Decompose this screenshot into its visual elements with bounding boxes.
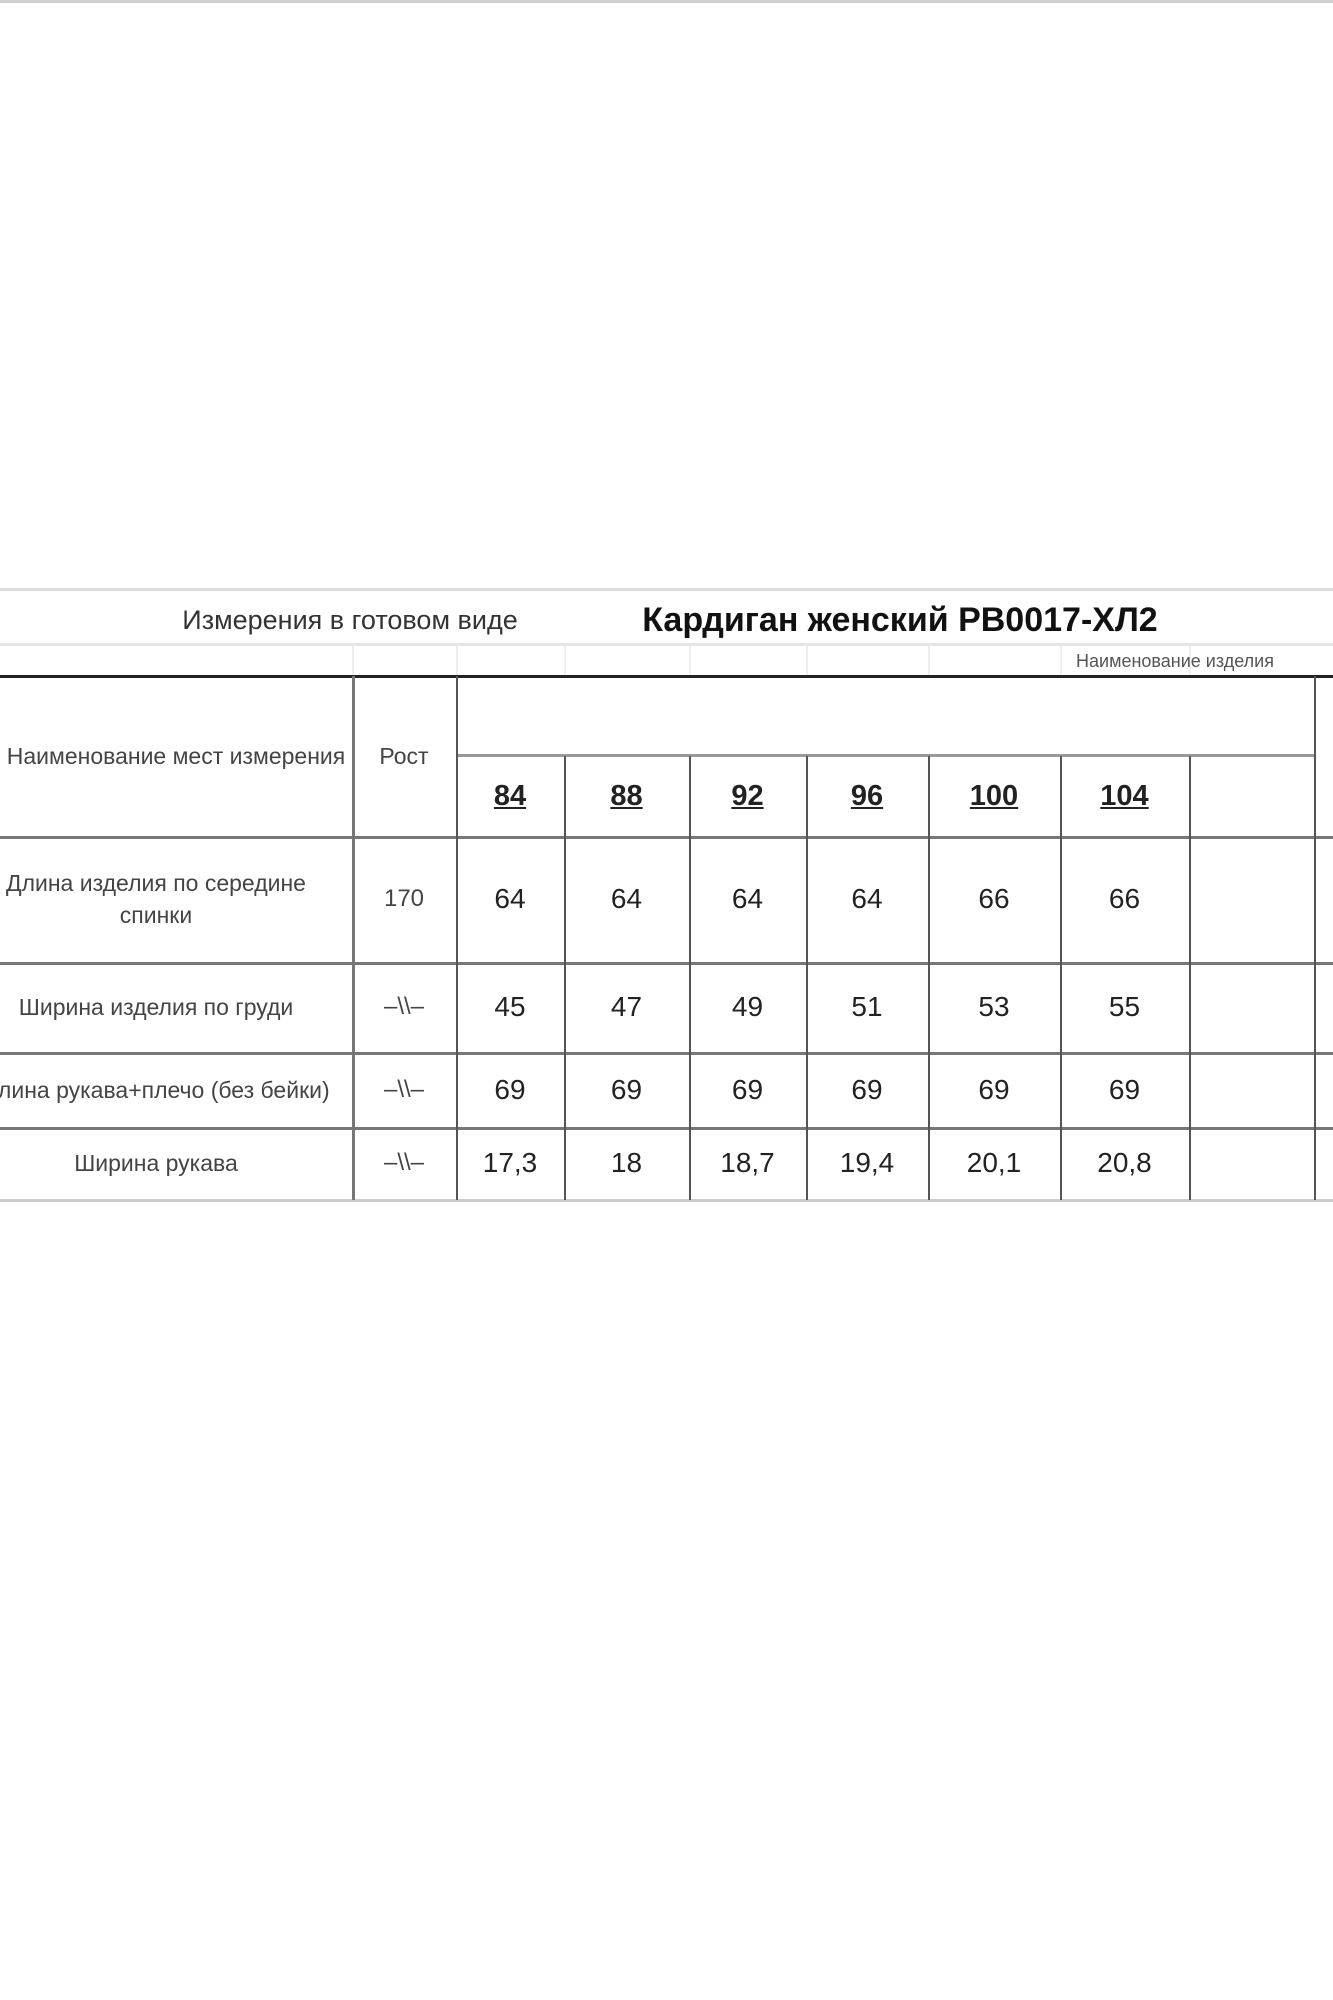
measure-value: 17,3 — [482, 1147, 538, 1178]
measure-value: 64 — [731, 883, 764, 914]
measure-value: 69 — [494, 1073, 526, 1105]
product-name-caption: Наименование изделия — [1076, 651, 1274, 671]
grid-line — [352, 676, 355, 1200]
measure-value: 66 — [978, 883, 1010, 914]
grid-line — [456, 676, 458, 1200]
measure-value: 53 — [978, 991, 1010, 1022]
measurements-caption: Измерения в готовом виде — [182, 604, 518, 635]
measure-value: 66 — [1108, 883, 1141, 914]
measure-value: 47 — [610, 991, 643, 1022]
grid-line — [1060, 756, 1062, 1200]
grid-line — [1060, 646, 1062, 675]
product-title: Кардиган женский РВ0017-ХЛ2 — [642, 600, 1158, 639]
measure-name: Ширина изделия по груди — [18, 994, 294, 1020]
grid-line — [1189, 756, 1191, 1200]
grid-line — [564, 756, 566, 1200]
measure-name: Длина изделия по середине спинки — [6, 870, 306, 928]
measure-value: 19,4 — [839, 1147, 895, 1178]
grid-line — [689, 756, 691, 1200]
column-header-measure: Наименование мест измерения — [6, 743, 346, 769]
grid-line — [0, 675, 1333, 678]
grid-line — [0, 1199, 1333, 1202]
height-value: –\\– — [383, 1149, 425, 1176]
grid-line — [352, 646, 354, 675]
measure-value: 18,7 — [720, 1147, 775, 1178]
grid-line — [456, 646, 458, 675]
measure-name: Ширина рукава — [74, 1150, 238, 1176]
measure-value: 18 — [610, 1147, 643, 1178]
grid-line — [1314, 676, 1316, 1200]
measure-value: 64 — [851, 883, 883, 914]
size-header-100: 100 — [969, 779, 1019, 812]
grid-line — [928, 756, 930, 1200]
size-header-92: 92 — [731, 779, 764, 812]
grid-line — [0, 1127, 1333, 1130]
grid-line — [456, 754, 1314, 757]
measure-value: 64 — [610, 883, 643, 914]
grid-line — [689, 646, 691, 675]
grid-line — [0, 588, 1333, 591]
grid-line — [1189, 646, 1191, 675]
measure-value: 69 — [851, 1073, 883, 1105]
grid-line — [0, 962, 1333, 965]
measure-value: 69 — [978, 1073, 1010, 1105]
measure-value: 69 — [610, 1073, 643, 1105]
grid-line — [564, 646, 566, 675]
measure-value: 20,8 — [1097, 1147, 1152, 1178]
grid-line — [0, 1052, 1333, 1055]
measure-value: 69 — [731, 1073, 764, 1105]
grid-line — [806, 646, 808, 675]
grid-line — [928, 646, 930, 675]
height-value: –\\– — [383, 1075, 425, 1103]
size-header-104: 104 — [1100, 779, 1149, 812]
height-value: 170 — [383, 885, 425, 912]
size-header-88: 88 — [610, 779, 643, 812]
size-header-96: 96 — [850, 779, 884, 812]
measure-value: 55 — [1108, 991, 1141, 1022]
height-value: –\\– — [383, 993, 425, 1020]
grid-line — [0, 643, 1333, 646]
grid-line — [806, 756, 808, 1200]
measure-name: Длина рукава+плечо (без бейки) — [0, 1076, 330, 1103]
size-header-84: 84 — [493, 779, 527, 812]
measure-value: 20,1 — [966, 1147, 1022, 1178]
measure-value: 69 — [1108, 1073, 1141, 1105]
measure-value: 49 — [731, 991, 764, 1022]
column-header-height: Рост — [379, 743, 429, 769]
measure-value: 64 — [494, 883, 526, 914]
page-top-border — [0, 0, 1333, 3]
measure-value: 45 — [494, 991, 526, 1022]
measure-value: 51 — [851, 991, 883, 1022]
grid-line — [0, 836, 1333, 839]
